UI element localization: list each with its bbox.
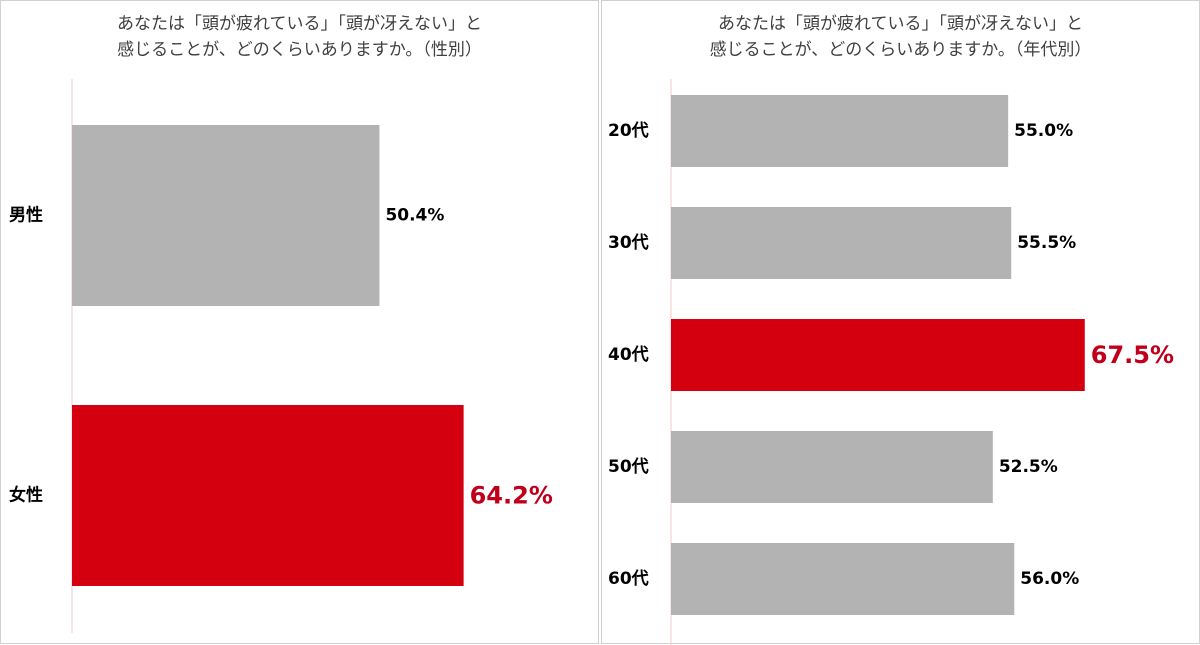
chart-title-line-1: あなたは「頭が疲れている」「頭が冴えない」と (117, 14, 482, 34)
bar-1-0 (671, 95, 1009, 167)
category-label: 女性 (9, 485, 43, 506)
chart-title-line-2: 感じることが、どのくらいありますか。（年代別） (709, 40, 1092, 60)
category-label: 30代 (608, 232, 649, 253)
bar-chart-gender: 男性 50.4% 女性 64.2% (9, 79, 553, 633)
category-label: 20代 (608, 120, 649, 141)
data-label: 50.4% (385, 206, 444, 226)
chart-title-line-1: あなたは「頭が疲れている」「頭が冴えない」と (718, 14, 1083, 34)
bar-1-1 (671, 207, 1012, 279)
bar-1-2 (671, 319, 1085, 391)
data-label: 55.5% (1017, 233, 1076, 253)
bar-0-1 (72, 405, 464, 586)
chart-title-age: あなたは「頭が疲れている」「頭が冴えない」と 感じることが、どのくらいありますか… (602, 11, 1199, 63)
bar-chart-age: 20代 55.0% 30代 55.5% 40代 67.5% 50代 52.5% 60代 56.0% (608, 79, 1174, 645)
data-label: 64.2% (470, 482, 553, 510)
chart-title-line-2: 感じることが、どのくらいありますか。（性別） (117, 40, 482, 60)
chart-panel-gender: あなたは「頭が疲れている」「頭が冴えない」と 感じることが、どのくらいありますか… (0, 0, 599, 644)
data-label: 56.0% (1020, 569, 1079, 589)
bar-0-0 (72, 125, 380, 306)
bar-1-4 (671, 543, 1015, 615)
bar-1-3 (671, 431, 993, 503)
chart-title-gender: あなたは「頭が疲れている」「頭が冴えない」と 感じることが、どのくらいありますか… (1, 11, 598, 63)
data-label: 67.5% (1091, 341, 1174, 369)
chart-panel-age: あなたは「頭が疲れている」「頭が冴えない」と 感じることが、どのくらいありますか… (601, 0, 1200, 645)
category-label: 40代 (608, 344, 649, 365)
category-label: 50代 (608, 456, 649, 477)
data-label: 55.0% (1014, 121, 1073, 141)
category-label: 60代 (608, 568, 649, 589)
category-label: 男性 (9, 205, 43, 226)
data-label: 52.5% (999, 457, 1058, 477)
